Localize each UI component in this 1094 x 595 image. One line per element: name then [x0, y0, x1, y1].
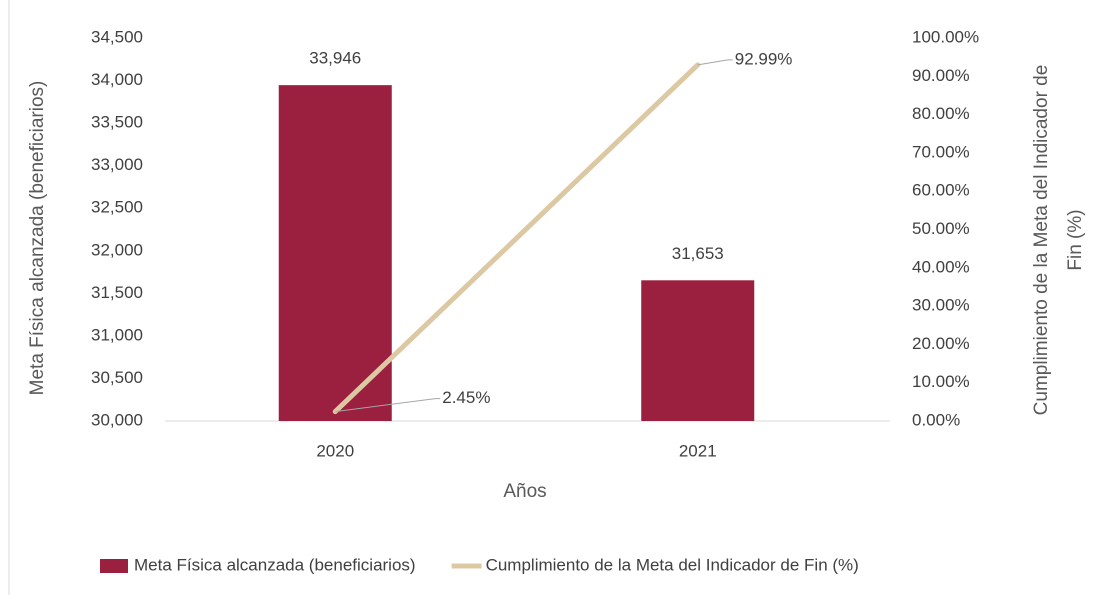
- y-tick-label: 34,500: [91, 27, 143, 46]
- y-tick-label: 31,000: [91, 325, 143, 344]
- data-label: 2.45%: [442, 388, 490, 407]
- y2-tick-label: 40.00%: [912, 257, 970, 276]
- y2-tick-label: 20.00%: [912, 334, 970, 353]
- y-tick-label: 30,500: [91, 368, 143, 387]
- y2-tick-label: 60.00%: [912, 181, 970, 200]
- leader-line: [697, 59, 733, 66]
- legend-swatch: [100, 559, 128, 573]
- y-tick-label: 33,500: [91, 113, 143, 132]
- x-tick-label: 2021: [679, 441, 717, 460]
- y-tick-label: 32,000: [91, 240, 143, 259]
- y2-tick-label: 100.00%: [912, 27, 979, 46]
- y-tick-label: 32,500: [91, 198, 143, 217]
- legend-label: Cumplimiento de la Meta del Indicador de…: [486, 555, 859, 574]
- y2-axis-title: Cumplimiento de la Meta del Indicador de: [1031, 65, 1052, 416]
- leader-line: [335, 398, 441, 413]
- bar: [278, 85, 392, 422]
- data-label: 31,653: [672, 244, 724, 263]
- y2-tick-label: 90.00%: [912, 66, 970, 85]
- bar: [641, 280, 755, 421]
- y-tick-label: 31,500: [91, 283, 143, 302]
- y2-tick-label: 10.00%: [912, 372, 970, 391]
- x-tick-label: 2020: [316, 441, 354, 460]
- y2-tick-label: 80.00%: [912, 104, 970, 123]
- y-tick-label: 34,000: [91, 70, 143, 89]
- y-tick-label: 33,000: [91, 155, 143, 174]
- y2-tick-label: 70.00%: [912, 142, 970, 161]
- y2-tick-label: 50.00%: [912, 219, 970, 238]
- y-tick-label: 30,000: [91, 410, 143, 429]
- line: [332, 62, 701, 415]
- y-axis-title: Meta Física alcanzada (beneficiarios): [27, 81, 48, 396]
- x-axis-title: Años: [503, 481, 546, 502]
- data-label: 33,946: [309, 49, 361, 68]
- legend-label: Meta Física alcanzada (beneficiarios): [134, 555, 416, 574]
- y2-tick-label: 0.00%: [912, 410, 960, 429]
- y2-axis-title: Fin (%): [1065, 209, 1086, 270]
- data-label: 92.99%: [735, 49, 793, 68]
- y2-tick-label: 30.00%: [912, 296, 970, 315]
